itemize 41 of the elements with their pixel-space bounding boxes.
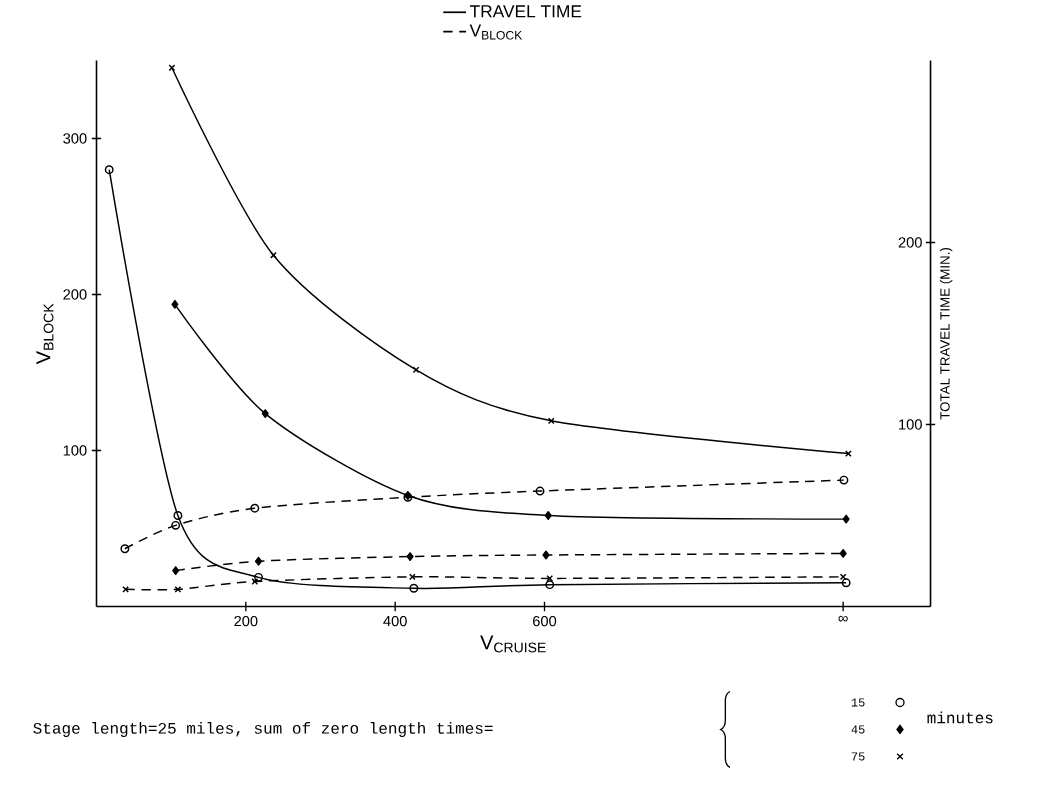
y-tick-label: 300 <box>63 133 87 144</box>
point <box>544 510 552 520</box>
legend-label: V$_{BLOCK}$ <box>469 24 523 40</box>
point <box>412 366 420 374</box>
y-axis-title: V$_{BLOCK}$ <box>36 303 54 364</box>
y2-tick-label: 100 <box>899 419 922 430</box>
point <box>839 548 847 558</box>
text: Stage length=25 miles, sum of zero length times= <box>33 721 493 737</box>
text: minutes <box>927 711 993 724</box>
point <box>173 510 183 520</box>
y2-axis-title: TOTAL TRAVEL TIME (MIN.) <box>939 247 953 420</box>
x-tick-label: 600 <box>533 615 557 627</box>
point <box>120 544 130 553</box>
x-axis-title: V$_{CRUISE}$ <box>480 635 546 653</box>
point <box>545 579 555 589</box>
y-tick-label: 100 <box>63 445 87 456</box>
point <box>172 565 180 575</box>
text: 15 <box>851 698 865 707</box>
y-tick-label: 200 <box>63 289 87 300</box>
x-tick-label: ∞ <box>838 615 848 622</box>
point <box>250 503 260 513</box>
x-tick-label: 200 <box>234 615 258 627</box>
point <box>535 486 545 496</box>
text: 45 <box>851 725 865 734</box>
point <box>845 449 852 457</box>
point <box>542 550 550 560</box>
point <box>254 572 264 582</box>
point <box>254 556 263 566</box>
point <box>842 514 850 524</box>
legend-label: TRAVEL TIME <box>469 5 582 18</box>
x-tick-label: 400 <box>383 615 407 627</box>
text: 75 <box>851 752 865 761</box>
point <box>104 164 114 174</box>
point <box>409 583 419 593</box>
point <box>406 551 414 561</box>
point <box>839 475 849 485</box>
y2-tick-label: 200 <box>898 237 922 248</box>
point <box>171 520 181 530</box>
point <box>171 299 179 309</box>
point <box>841 578 851 588</box>
point <box>261 408 269 418</box>
